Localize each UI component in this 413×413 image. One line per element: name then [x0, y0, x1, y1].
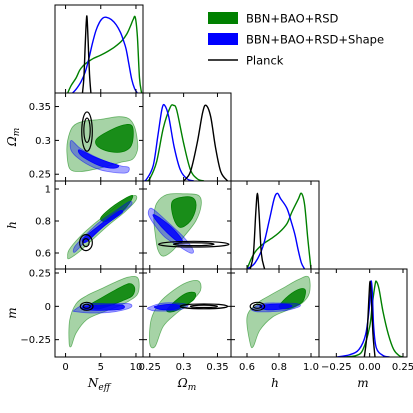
marginal-line-m [336, 280, 390, 357]
y-axis-label-om: Ωm [5, 128, 22, 148]
y-tick-label-h: 0.8 [35, 217, 51, 228]
panel-neff-marginal [54, 4, 144, 94]
marginal-line-neff [67, 15, 143, 93]
panel-m-vs-om: 0.25 0.3 0.35 Ωm [139, 268, 232, 393]
legend-swatch [208, 33, 238, 45]
marginal-line-m [363, 280, 376, 357]
legend-label: BBN+BAO+RSD+Shape [246, 33, 384, 47]
contour-68-m_om [153, 303, 181, 311]
contour-68-om_neff [95, 123, 134, 153]
panel-content [67, 15, 143, 93]
panel-content [143, 103, 229, 181]
marginal-line-h [246, 192, 306, 269]
planck-ellipse-h_neff [82, 238, 90, 248]
x-tick-label-neff: 0 [62, 362, 68, 373]
panels-layer: 0.25 0.3 0.35 Ωm 0.6 0.8 1 h 0 5 10 Neff −0.25 0 0.25 m… [5, 4, 413, 393]
contour-68-m_h [259, 303, 293, 311]
planck-ellipse-m_neff [79, 301, 94, 311]
y-axis-label-h: h [5, 221, 19, 229]
x-tick-label-om: 0.25 [139, 362, 161, 373]
x-axis-label-sub: m [188, 383, 197, 393]
legend-label: Planck [246, 54, 284, 68]
panel-content [246, 275, 311, 349]
marginal-line-m [342, 280, 404, 357]
x-tick-label-m: 0.25 [392, 362, 413, 373]
x-tick-label-m: −0.25 [321, 362, 352, 373]
x-tick-label-m: 0.00 [359, 362, 381, 373]
y-axis-label-m: m [5, 307, 19, 318]
y-tick-label-om: 0.25 [29, 170, 51, 181]
x-axis-label-m: m [357, 376, 368, 390]
planck-ellipse-m_om [189, 304, 219, 309]
x-axis-label-om: Ωm [177, 376, 197, 393]
contour-68-h_neff [81, 210, 124, 244]
panel-frame [230, 180, 320, 270]
panel-content [66, 111, 139, 174]
panel-content [147, 280, 229, 349]
panel-m-vs-h: 0.6 0.8 1.0 h [230, 268, 320, 390]
x-axis-label-h: h [271, 376, 279, 390]
planck-ellipse-m_h [249, 301, 266, 311]
legend-label: BBN+BAO+RSD [246, 12, 339, 26]
panel-m-marginal: −0.25 0.00 0.25 m [318, 268, 413, 390]
panel-frame [318, 268, 408, 358]
x-axis-label-neff: Neff [87, 376, 112, 393]
panel-content [147, 193, 230, 257]
x-axis-label-sub: eff [98, 383, 111, 393]
legend: BBN+BAO+RSD BBN+BAO+RSD+Shape Planck [208, 12, 384, 68]
x-tick-label-h: 1.0 [303, 362, 319, 373]
x-tick-label-neff: 5 [98, 362, 104, 373]
marginal-line-neff [72, 16, 138, 93]
planck-ellipse-h_neff [79, 234, 93, 252]
legend-entry: BBN+BAO+RSD [208, 12, 339, 26]
y-tick-label-m: −0.25 [20, 335, 51, 346]
marginal-line-om [145, 104, 205, 181]
panel-h-vs-om [142, 180, 232, 270]
planck-ellipse-om_neff [81, 111, 93, 152]
panel-content [68, 276, 140, 348]
y-tick-label-h: 0.6 [35, 249, 51, 260]
panel-om-marginal [142, 92, 232, 182]
contour-68-h_om [171, 196, 197, 228]
marginal-line-om [143, 103, 194, 181]
contour-68-m_neff [81, 304, 125, 311]
panel-om-vs-neff: 0.25 0.3 0.35 Ωm [5, 92, 144, 182]
marginal-line-om [183, 104, 229, 181]
planck-ellipse-om_neff [83, 117, 91, 144]
panel-frame [142, 92, 232, 182]
planck-ellipse-m_h [252, 303, 262, 309]
panel-content [246, 192, 312, 269]
planck-ellipse-h_om [172, 242, 215, 247]
legend-entry: BBN+BAO+RSD+Shape [208, 33, 384, 47]
x-tick-label-om: 0.3 [176, 362, 192, 373]
y-axis-label-sub: m [12, 128, 22, 137]
planck-ellipse-h_om [157, 240, 230, 248]
x-tick-label-neff: 10 [130, 362, 143, 373]
y-tick-label-m: 0.25 [29, 269, 51, 280]
y-tick-label-m: 0 [45, 302, 51, 313]
contour-68-h_om [152, 214, 183, 243]
y-tick-label-h: 1 [45, 185, 51, 196]
y-tick-label-om: 0.35 [29, 102, 51, 113]
panel-m-vs-neff: 0 5 10 Neff −0.25 0 0.25 m [5, 268, 144, 393]
x-tick-label-h: 0.6 [239, 362, 255, 373]
marginal-line-h [246, 192, 312, 269]
panel-frame [54, 4, 144, 94]
marginal-line-neff [81, 15, 92, 93]
contour-68-om_neff [77, 149, 120, 169]
panel-h-vs-neff: 0.6 0.8 1 h [5, 180, 144, 270]
legend-swatch [208, 12, 238, 24]
x-tick-label-h: 0.8 [271, 362, 287, 373]
x-tick-label-om: 0.35 [206, 362, 228, 373]
contour-95-m_om [149, 280, 202, 349]
legend-entry: Planck [208, 54, 284, 68]
y-tick-label-om: 0.3 [35, 136, 51, 147]
panel-content [336, 280, 404, 357]
planck-ellipse-m_neff [82, 303, 91, 309]
marginal-line-h [249, 192, 266, 269]
panel-content [67, 194, 138, 260]
panel-h-marginal [230, 180, 320, 270]
